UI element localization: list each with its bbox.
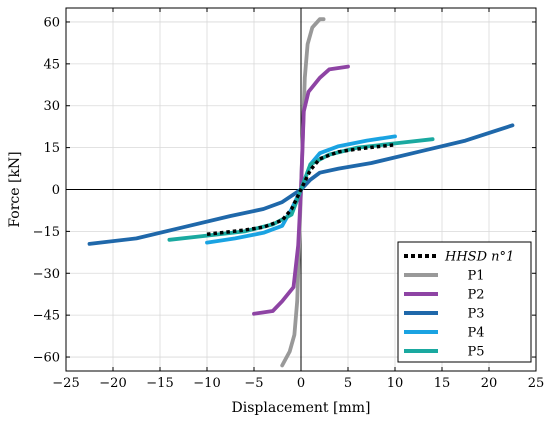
y-tick-label: 0: [52, 183, 60, 198]
x-tick-label: 10: [387, 376, 404, 391]
series-line-hhsd-n-1: [206, 143, 396, 236]
x-tick-label: 25: [528, 376, 545, 391]
y-axis-label: Force [kN]: [7, 151, 23, 227]
legend-label: HHSD n°1: [444, 250, 514, 265]
series-line-p3: [87, 123, 515, 246]
legend-box: [397, 241, 532, 363]
y-tick-label: 60: [43, 15, 60, 30]
y-tick-label: −45: [33, 309, 60, 324]
legend-label: P2: [467, 288, 484, 303]
y-tick-label: −15: [33, 225, 60, 240]
x-tick-label: −25: [52, 376, 79, 391]
x-tick-label: 15: [434, 376, 451, 391]
legend-label: P4: [467, 326, 484, 341]
x-axis-label: Displacement [mm]: [232, 400, 371, 416]
series-line-p1: [280, 17, 326, 368]
legend-label: P1: [467, 269, 484, 284]
y-tick-label: 30: [43, 99, 60, 114]
x-tick-label: −20: [99, 376, 126, 391]
y-tick-label: −30: [33, 267, 60, 282]
legend: HHSD n°1 P1 P2 P3 P4 P5: [397, 241, 532, 363]
x-tick-label: −15: [146, 376, 173, 391]
legend-label: P5: [467, 345, 484, 360]
y-tick-label: 45: [43, 57, 60, 72]
x-tick-label: −5: [244, 376, 263, 391]
series-layer: [87, 17, 515, 368]
x-tick-label: −10: [193, 376, 220, 391]
y-tick-label: 15: [43, 141, 60, 156]
legend-label: P3: [467, 307, 484, 322]
y-tick-label: −60: [33, 351, 60, 366]
x-tick-label: 5: [344, 376, 352, 391]
x-tick-label: 20: [481, 376, 498, 391]
x-tick-label: 0: [297, 376, 305, 391]
ticks: −25 −20 −15 −10 −5 0 5 10 15 20 25 −60 −45 −30 −15 0 15 3…: [33, 8, 545, 391]
